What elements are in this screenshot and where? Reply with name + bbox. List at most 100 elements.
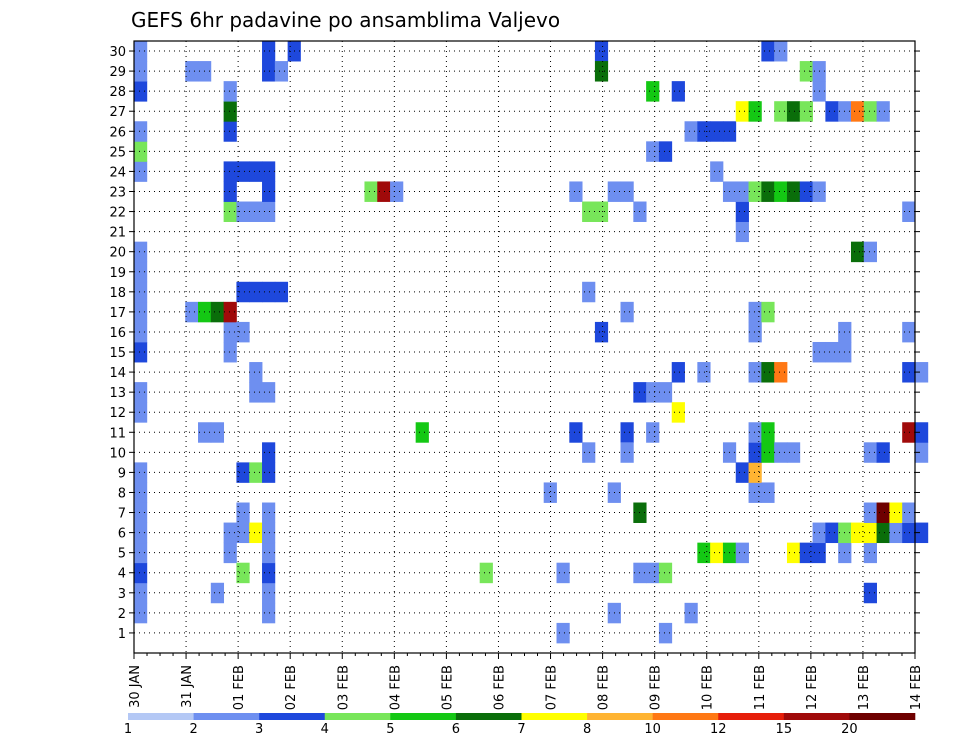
colorbar-swatch — [652, 713, 719, 720]
heatmap-cell — [620, 442, 634, 463]
heatmap-cell — [786, 542, 801, 564]
heatmap-cell — [262, 582, 276, 604]
heatmap-cell — [582, 442, 596, 463]
y-tick-label: 5 — [118, 547, 126, 562]
x-tick-label: 07 FEB — [545, 665, 560, 710]
colorbar-swatch — [390, 713, 457, 720]
y-tick-label: 13 — [109, 386, 126, 401]
heatmap-cell — [850, 522, 865, 544]
y-tick-label: 6 — [118, 527, 126, 542]
heatmap-cell — [249, 362, 263, 383]
heatmap-cell — [902, 422, 916, 443]
x-tick-label: 13 FEB — [857, 665, 872, 710]
heatmap-cell — [799, 542, 813, 564]
heatmap-cell — [799, 101, 813, 122]
heatmap-cell — [582, 281, 596, 303]
colorbar-swatch — [259, 713, 326, 720]
heatmap-cell — [236, 161, 250, 182]
heatmap-cell — [223, 301, 237, 323]
heatmap-cell — [479, 562, 493, 584]
heatmap-cell — [697, 542, 711, 564]
heatmap-cell — [134, 582, 148, 604]
x-tick-label: 09 FEB — [649, 665, 664, 710]
heatmap-cell — [236, 201, 250, 222]
heatmap-cell — [863, 241, 877, 263]
heatmap-cell — [134, 382, 148, 403]
heatmap-cells — [134, 41, 929, 644]
colorbar-swatch — [193, 713, 260, 720]
heatmap-cell — [249, 281, 263, 303]
heatmap-cell — [902, 522, 916, 544]
heatmap-cell — [582, 201, 596, 222]
heatmap-cell — [915, 522, 929, 544]
heatmap-cell — [863, 522, 877, 544]
y-tick-label: 17 — [109, 306, 126, 321]
heatmap-cell — [786, 101, 801, 122]
heatmap-cell — [556, 622, 570, 644]
heatmap-cell — [569, 422, 583, 443]
heatmap-cell — [390, 181, 404, 202]
heatmap-cell — [620, 422, 634, 443]
y-axis-ticks: 1234567891011121314151617181920212223242… — [109, 45, 920, 642]
heatmap-cell — [134, 121, 148, 142]
heatmap-cell — [134, 41, 148, 62]
heatmap-cell — [863, 542, 877, 564]
heatmap-cell — [748, 362, 762, 383]
heatmap-cell — [556, 562, 570, 584]
heatmap-cell — [210, 582, 225, 604]
heatmap-cell — [134, 562, 148, 584]
y-tick-label: 25 — [109, 145, 126, 160]
x-tick-label: 12 FEB — [805, 665, 820, 710]
heatmap-cell — [223, 101, 237, 122]
colorbar-label: 8 — [583, 722, 591, 737]
x-tick-label: 31 JAN — [180, 665, 195, 708]
heatmap-cell — [735, 181, 749, 202]
heatmap-cell — [684, 602, 698, 624]
heatmap-cell — [620, 301, 634, 323]
heatmap-cell — [748, 482, 762, 503]
x-tick-label: 04 FEB — [388, 665, 403, 710]
heatmap-cell — [415, 422, 429, 443]
heatmap-cell — [915, 422, 929, 443]
y-tick-label: 15 — [109, 346, 126, 361]
y-tick-label: 1 — [118, 627, 126, 642]
heatmap-cell — [863, 582, 877, 604]
heatmap-cell — [658, 141, 673, 162]
heatmap-cell — [646, 562, 660, 584]
heatmap-cell — [210, 301, 225, 323]
heatmap-cell — [262, 562, 276, 584]
heatmap-cell — [134, 482, 148, 503]
y-tick-label: 30 — [109, 45, 126, 60]
heatmap-cell — [223, 121, 237, 142]
heatmap-cell — [915, 362, 929, 383]
heatmap-cell — [134, 141, 148, 162]
heatmap-cell — [735, 221, 749, 243]
y-tick-label: 29 — [109, 65, 126, 80]
y-tick-label: 3 — [118, 587, 126, 602]
heatmap-cell — [274, 281, 289, 303]
x-tick-label: 10 FEB — [701, 665, 716, 710]
x-tick-label: 30 JAN — [128, 665, 143, 708]
y-tick-label: 16 — [109, 326, 126, 341]
heatmap-cell — [262, 502, 276, 523]
heatmap-cell — [249, 462, 263, 483]
y-tick-label: 12 — [109, 406, 126, 421]
heatmap-cell — [223, 181, 237, 202]
heatmap-cell — [134, 81, 148, 102]
heatmap-cell — [735, 542, 749, 564]
heatmap-cell — [863, 101, 877, 122]
heatmap-cell — [902, 321, 916, 343]
heatmap-cell — [223, 341, 237, 363]
heatmap-cell — [134, 241, 148, 263]
x-tick-label: 02 FEB — [284, 665, 299, 710]
heatmap-cell — [134, 161, 148, 182]
heatmap-cell — [876, 442, 890, 463]
heatmap-cell — [134, 281, 148, 303]
y-tick-label: 22 — [109, 206, 126, 221]
x-axis-ticks: 30 JAN 31 JAN 01 FEB 02 FEB 03 FEB 04 FEB 05 F… — [128, 653, 924, 710]
heatmap-cell — [594, 321, 609, 343]
heatmap-cell — [236, 321, 250, 343]
heatmap-cell — [735, 101, 749, 122]
heatmap-cell — [134, 402, 148, 423]
heatmap-cell — [876, 522, 890, 544]
